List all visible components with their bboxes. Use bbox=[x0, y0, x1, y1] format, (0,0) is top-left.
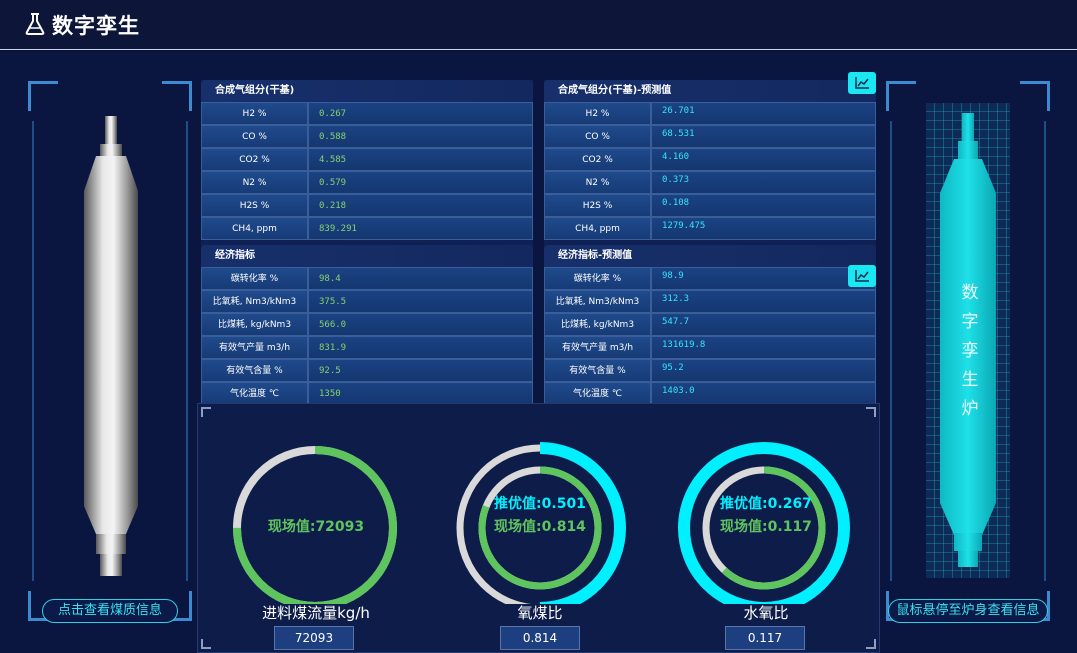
gauge-2-recommended-arc bbox=[454, 442, 626, 604]
economic-trend-chart-button[interactable] bbox=[848, 265, 876, 287]
gauge-3-value-box: 0.117 bbox=[725, 626, 805, 650]
table-row: 有效气含量 % 95.2 bbox=[544, 358, 876, 382]
gasifier-image[interactable] bbox=[76, 116, 146, 576]
panel-title: 合成气组分(干基)-预测值 bbox=[544, 80, 876, 102]
line-chart-icon bbox=[855, 270, 869, 282]
composition-actual-rows: H2 % 0.267 CO % 0.588 CO2 % 4.585 N2 % 0.579… bbox=[201, 102, 533, 240]
table-row: 碳转化率 % 98.4 bbox=[201, 267, 533, 290]
table-row: N2 % 0.373 bbox=[544, 170, 876, 194]
table-row: H2 % 0.267 bbox=[201, 102, 533, 125]
table-row: 有效气产量 m3/h 831.9 bbox=[201, 335, 533, 359]
table-row: 气化温度 ℃ 1350 bbox=[201, 381, 533, 405]
composition-actual-panel: 合成气组分(干基) H2 % 0.267 CO % 0.588 CO2 % 4.585… bbox=[201, 80, 533, 245]
gauge-3-recommended-value: 推优值:0.267 bbox=[720, 496, 812, 512]
table-row: H2S % 0.108 bbox=[544, 193, 876, 217]
digital-twin-furnace[interactable] bbox=[926, 103, 1010, 578]
table-row: 比煤耗, kg/kNm3 566.0 bbox=[201, 312, 533, 336]
coal-info-button[interactable]: 点击查看煤质信息 bbox=[42, 599, 178, 623]
right-digital-twin-frame: 数 字 孪 生 炉 鼠标悬停至炉身查看信息 bbox=[886, 81, 1050, 623]
table-row: CO % 68.531 bbox=[544, 124, 876, 148]
flask-icon bbox=[25, 13, 45, 35]
composition-trend-chart-button[interactable] bbox=[848, 72, 876, 94]
table-row: CO2 % 4.585 bbox=[201, 147, 533, 171]
composition-predicted-panel: 合成气组分(干基)-预测值 H2 % 26.701 CO % 68.531 CO2 … bbox=[544, 72, 876, 245]
panel-title: 合成气组分(干基) bbox=[201, 80, 533, 102]
gauge-panel: 现场值:72093 进料煤流量kg/h 72093 推优值:0.501 现场值:… bbox=[197, 403, 880, 653]
page-title: 数字孪生 bbox=[52, 14, 140, 38]
gauge-2-value-box: 0.814 bbox=[500, 626, 580, 650]
app-header: 数字孪生 bbox=[0, 0, 1077, 50]
gauge-1-field-arc bbox=[233, 446, 397, 604]
economic-actual-panel: 经济指标 碳转化率 % 98.4 比氧耗, Nm3/kNm3 375.5 比煤耗, … bbox=[201, 245, 533, 405]
gauge-3-label: 水氧比 bbox=[743, 604, 789, 622]
gauges-drawing bbox=[233, 442, 850, 604]
gauge-2-label: 氧煤比 bbox=[517, 604, 563, 622]
gauge-2-field-arc bbox=[478, 466, 602, 590]
gauge-2-field-value: 现场值:0.814 bbox=[494, 519, 586, 535]
gauge-1-value-box: 72093 bbox=[274, 626, 354, 650]
left-gasifier-frame: 点击查看煤质信息 bbox=[28, 81, 192, 623]
furnace-vertical-label: 数 字 孪 生 炉 bbox=[961, 283, 979, 419]
table-row: 有效气产量 m3/h 131619.8 bbox=[544, 335, 876, 359]
table-row: CH4, ppm 1279.475 bbox=[544, 216, 876, 240]
table-row: H2 % 26.701 bbox=[544, 102, 876, 125]
table-row: 有效气含量 % 92.5 bbox=[201, 358, 533, 382]
panel-title: 经济指标-预测值 bbox=[544, 245, 876, 267]
table-row: N2 % 0.579 bbox=[201, 170, 533, 194]
table-row: CH4, ppm 839.291 bbox=[201, 216, 533, 240]
table-row: 比煤耗, kg/kNm3 547.7 bbox=[544, 312, 876, 336]
gauge-3-field-arc bbox=[702, 466, 826, 590]
table-row: 比氧耗, Nm3/kNm3 312.3 bbox=[544, 289, 876, 313]
table-row: 气化温度 ℃ 1403.0 bbox=[544, 381, 876, 405]
furnace-hover-hint-button[interactable]: 鼠标悬停至炉身查看信息 bbox=[888, 599, 1048, 623]
gauge-3-recommended-arc bbox=[678, 442, 850, 604]
table-row: CO2 % 4.160 bbox=[544, 147, 876, 171]
panel-title: 经济指标 bbox=[201, 245, 533, 267]
economic-predicted-panel: 经济指标-预测值 碳转化率 % 98.9 比氧耗, Nm3/kNm3 312.3 比… bbox=[544, 245, 876, 405]
gauge-2-recommended-value: 推优值:0.501 bbox=[494, 496, 586, 512]
table-row: 碳转化率 % 98.9 bbox=[544, 267, 876, 290]
table-row: CO % 0.588 bbox=[201, 124, 533, 148]
gauge-1-field-value: 现场值:72093 bbox=[267, 519, 365, 535]
main-area: 点击查看煤质信息 数 字 孪 生 bbox=[0, 51, 1077, 653]
gauge-1-label: 进料煤流量kg/h bbox=[262, 604, 370, 622]
table-row: H2S % 0.218 bbox=[201, 193, 533, 217]
line-chart-icon bbox=[855, 77, 869, 89]
gauge-3-field-value: 现场值:0.117 bbox=[720, 519, 812, 535]
table-row: 比氧耗, Nm3/kNm3 375.5 bbox=[201, 289, 533, 313]
